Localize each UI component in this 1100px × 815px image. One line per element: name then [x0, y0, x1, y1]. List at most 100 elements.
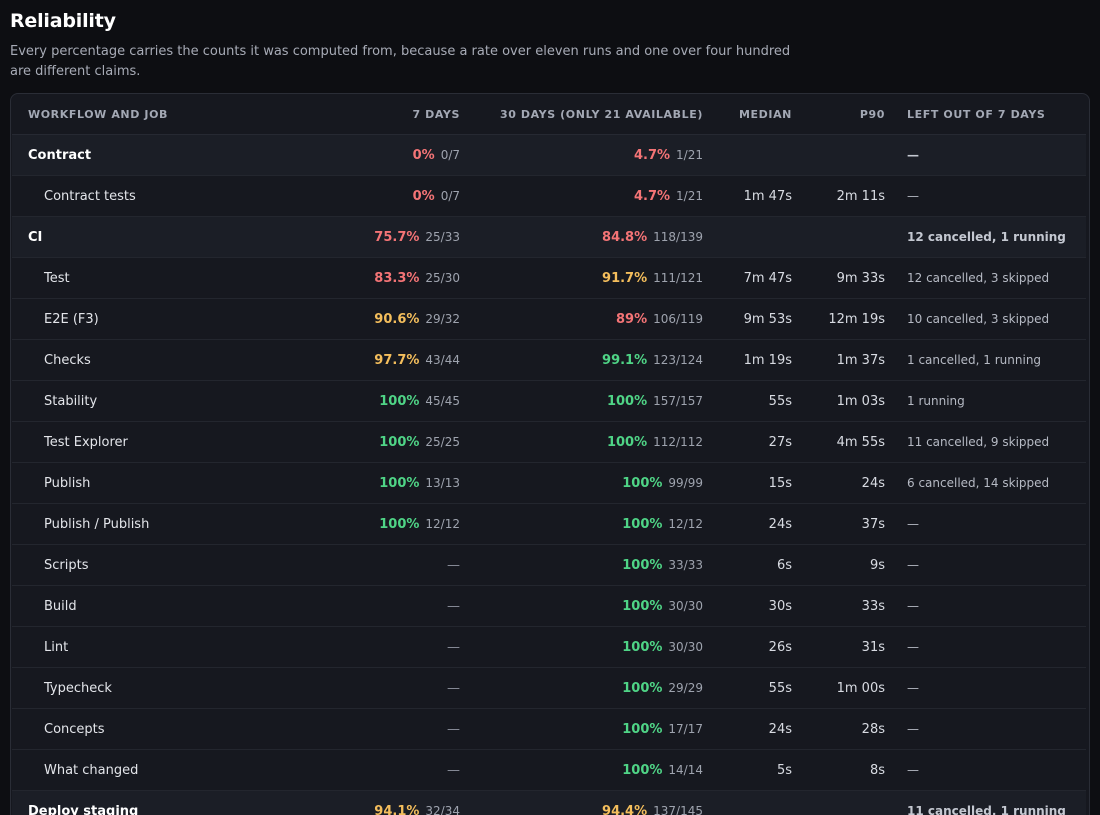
- success-rate: 100%: [606, 393, 648, 409]
- left-out-summary: 11 cancelled, 1 running: [885, 790, 1086, 815]
- run-count: 1/21: [676, 188, 703, 203]
- p90-duration: 24s: [792, 462, 885, 504]
- p90-duration: 31s: [792, 626, 885, 668]
- no-data-dash: —: [447, 762, 460, 778]
- run-count: 14/14: [668, 762, 703, 777]
- job-row[interactable]: Lint —100% 30/30 26s 31s —: [12, 626, 1086, 668]
- left-out-summary: —: [885, 749, 1086, 791]
- rate-7-days-cell: 0% 0/7: [272, 134, 460, 176]
- header-30-days[interactable]: 30 DAYS (ONLY 21 AVAILABLE): [460, 94, 703, 135]
- rate-30-days-cell: 100% 12/12: [460, 503, 703, 545]
- job-name: Build: [12, 585, 272, 627]
- left-out-summary: —: [885, 667, 1086, 709]
- left-out-summary: —: [885, 503, 1086, 545]
- run-count: 29/29: [668, 680, 703, 695]
- median-duration: [703, 134, 792, 176]
- run-count: 111/121: [653, 270, 703, 285]
- left-out-summary: 12 cancelled, 1 running: [885, 216, 1086, 258]
- job-name: E2E (F3): [12, 298, 272, 340]
- workflow-row[interactable]: Deploy staging 94.1% 32/34 94.4% 137/145 11 c…: [12, 790, 1086, 815]
- p90-duration: 9m 33s: [792, 257, 885, 299]
- rate-30-days-cell: 84.8% 118/139: [460, 216, 703, 258]
- p90-duration: [792, 216, 885, 258]
- job-row[interactable]: Scripts —100% 33/33 6s 9s —: [12, 544, 1086, 586]
- run-count: 12/12: [425, 516, 460, 531]
- p90-duration: 12m 19s: [792, 298, 885, 340]
- job-name: What changed: [12, 749, 272, 791]
- rate-7-days-cell: 0% 0/7: [272, 175, 460, 217]
- rate-7-days-cell: —: [272, 667, 460, 709]
- success-rate: 4.7%: [633, 147, 671, 163]
- workflow-name: CI: [12, 216, 272, 258]
- run-count: 30/30: [668, 598, 703, 613]
- success-rate: 100%: [379, 475, 420, 491]
- median-duration: 24s: [703, 503, 792, 545]
- rate-7-days-cell: 100% 13/13: [272, 462, 460, 504]
- run-count: 25/25: [425, 434, 460, 449]
- job-row[interactable]: Stability 100% 45/45 100% 157/157 55s 1m 03s 1 …: [12, 380, 1086, 422]
- job-name: Typecheck: [12, 667, 272, 709]
- no-data-dash: —: [447, 557, 460, 573]
- job-name: Contract tests: [12, 175, 272, 217]
- left-out-summary: 11 cancelled, 9 skipped: [885, 421, 1086, 463]
- success-rate: 94.4%: [602, 803, 648, 815]
- success-rate: 84.8%: [602, 229, 648, 245]
- job-row[interactable]: Build —100% 30/30 30s 33s —: [12, 585, 1086, 627]
- job-row[interactable]: Publish 100% 13/13 100% 99/99 15s 24s 6 cancell…: [12, 462, 1086, 504]
- success-rate: 100%: [622, 516, 663, 532]
- job-row[interactable]: E2E (F3) 90.6% 29/32 89% 106/119 9m 53s 12m 19…: [12, 298, 1086, 340]
- job-row[interactable]: Checks 97.7% 43/44 99.1% 123/124 1m 19s 1m 37s…: [12, 339, 1086, 381]
- success-rate: 100%: [622, 598, 663, 614]
- header-left-out[interactable]: LEFT OUT OF 7 DAYS: [885, 94, 1086, 135]
- workflow-name: Deploy staging: [12, 790, 272, 815]
- job-name: Test Explorer: [12, 421, 272, 463]
- p90-duration: 8s: [792, 749, 885, 791]
- run-count: 17/17: [668, 721, 703, 736]
- job-name: Concepts: [12, 708, 272, 750]
- median-duration: [703, 790, 792, 815]
- job-row[interactable]: What changed —100% 14/14 5s 8s —: [12, 749, 1086, 791]
- left-out-summary: —: [885, 544, 1086, 586]
- rate-30-days-cell: 4.7% 1/21: [460, 134, 703, 176]
- rate-30-days-cell: 100% 30/30: [460, 585, 703, 627]
- header-median[interactable]: MEDIAN: [703, 94, 792, 135]
- job-row[interactable]: Test 83.3% 25/30 91.7% 111/121 7m 47s 9m 33s 12…: [12, 257, 1086, 299]
- job-row[interactable]: Contract tests 0% 0/7 4.7% 1/21 1m 47s 2m 11s —: [12, 175, 1086, 217]
- success-rate: 99.1%: [602, 352, 648, 368]
- rate-30-days-cell: 100% 14/14: [460, 749, 703, 791]
- header-workflow-and-job[interactable]: WORKFLOW AND JOB: [12, 94, 272, 135]
- p90-duration: 37s: [792, 503, 885, 545]
- job-row[interactable]: Typecheck —100% 29/29 55s 1m 00s —: [12, 667, 1086, 709]
- job-row[interactable]: Concepts —100% 17/17 24s 28s —: [12, 708, 1086, 750]
- run-count: 137/145: [653, 803, 703, 815]
- left-out-summary: 1 cancelled, 1 running: [885, 339, 1086, 381]
- success-rate: 91.7%: [602, 270, 648, 286]
- success-rate: 89%: [616, 311, 648, 327]
- run-count: 123/124: [653, 352, 703, 367]
- left-out-summary: —: [885, 708, 1086, 750]
- run-count: 29/32: [425, 311, 460, 326]
- left-out-summary: 6 cancelled, 14 skipped: [885, 462, 1086, 504]
- run-count: 12/12: [668, 516, 703, 531]
- p90-duration: 1m 03s: [792, 380, 885, 422]
- workflow-row[interactable]: Contract 0% 0/7 4.7% 1/21 —: [12, 134, 1086, 176]
- workflow-row[interactable]: CI 75.7% 25/33 84.8% 118/139 12 cancelled, 1 …: [12, 216, 1086, 258]
- run-count: 45/45: [425, 393, 460, 408]
- left-out-summary: —: [885, 134, 1086, 176]
- rate-7-days-cell: 97.7% 43/44: [272, 339, 460, 381]
- success-rate: 75.7%: [374, 229, 420, 245]
- rate-30-days-cell: 100% 112/112: [460, 421, 703, 463]
- header-p90[interactable]: P90: [792, 94, 885, 135]
- job-row[interactable]: Publish / Publish 100% 12/12 100% 12/12 24s 37…: [12, 503, 1086, 545]
- median-duration: [703, 216, 792, 258]
- run-count: 118/139: [653, 229, 703, 244]
- header-7-days[interactable]: 7 DAYS: [272, 94, 460, 135]
- rate-7-days-cell: 83.3% 25/30: [272, 257, 460, 299]
- median-duration: 1m 19s: [703, 339, 792, 381]
- left-out-summary: 1 running: [885, 380, 1086, 422]
- rate-7-days-cell: —: [272, 626, 460, 668]
- run-count: 99/99: [668, 475, 703, 490]
- rate-30-days-cell: 99.1% 123/124: [460, 339, 703, 381]
- median-duration: 5s: [703, 749, 792, 791]
- job-row[interactable]: Test Explorer 100% 25/25 100% 112/112 27s 4m 5…: [12, 421, 1086, 463]
